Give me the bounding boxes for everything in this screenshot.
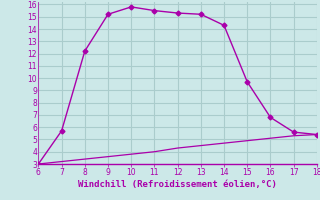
- X-axis label: Windchill (Refroidissement éolien,°C): Windchill (Refroidissement éolien,°C): [78, 180, 277, 189]
